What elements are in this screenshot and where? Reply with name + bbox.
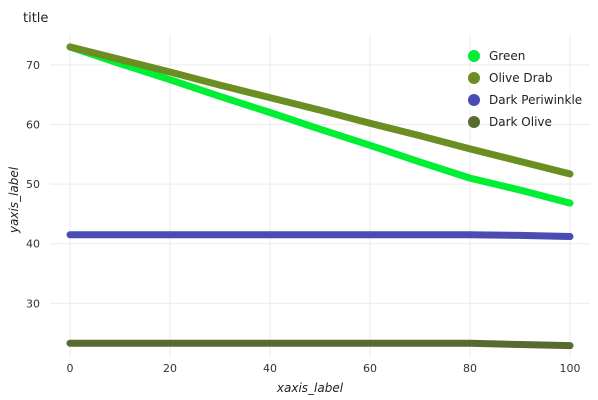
- chart-title: title: [23, 11, 48, 26]
- x-tick-label: 100: [560, 362, 581, 375]
- legend-label-dark-olive: Dark Olive: [489, 115, 552, 129]
- series-line-dark-periwinkle: [66, 231, 574, 241]
- legend-marker-olive-drab: [468, 72, 480, 84]
- series-line-dark-olive: [66, 339, 574, 350]
- x-tick-labels: 0 20 40 60 80 100: [67, 362, 581, 375]
- x-tick-label: 40: [263, 362, 277, 375]
- y-tick-label: 50: [26, 178, 40, 191]
- x-tick-label: 0: [67, 362, 74, 375]
- x-axis-label: xaxis_label: [276, 381, 344, 395]
- legend-label-dark-periwinkle: Dark Periwinkle: [489, 93, 582, 107]
- series-lines: [66, 43, 574, 350]
- y-tick-label: 40: [26, 238, 40, 251]
- legend-marker-dark-periwinkle: [468, 94, 480, 106]
- legend-label-olive-drab: Olive Drab: [489, 71, 553, 85]
- x-tick-label: 80: [463, 362, 477, 375]
- y-axis-label: yaxis_label: [7, 166, 21, 234]
- series-line-green: [66, 43, 574, 207]
- x-tick-label: 60: [363, 362, 377, 375]
- y-tick-label: 30: [26, 297, 40, 310]
- legend: Green Olive Drab Dark Periwinkle Dark Olive: [468, 49, 582, 129]
- y-tick-labels: 30 40 50 60 70: [26, 59, 40, 311]
- x-tick-label: 20: [163, 362, 177, 375]
- y-tick-label: 60: [26, 118, 40, 131]
- legend-label-green: Green: [489, 49, 525, 63]
- series-line-olive-drab: [66, 43, 574, 178]
- legend-marker-dark-olive: [468, 116, 480, 128]
- legend-marker-green: [468, 50, 480, 62]
- y-tick-label: 70: [26, 59, 40, 72]
